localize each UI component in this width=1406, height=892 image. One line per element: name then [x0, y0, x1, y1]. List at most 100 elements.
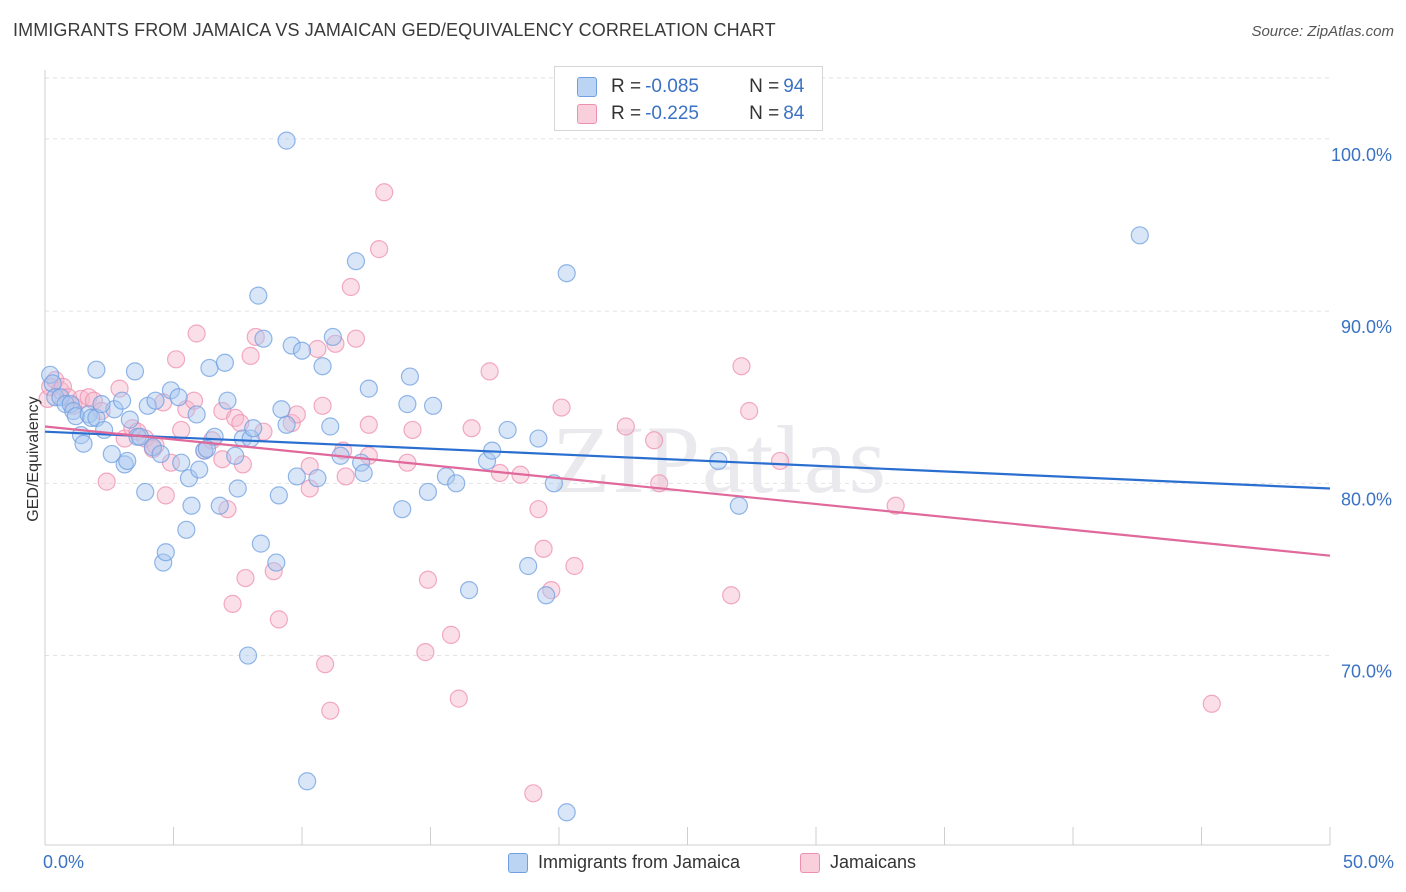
legend-row-blue: R = -0.085 N = 94: [577, 75, 804, 99]
y-tick-label: 70.0%: [1341, 662, 1392, 682]
correlation-legend: R = -0.085 N = 94 R = -0.225 N = 84: [554, 66, 823, 131]
data-point: [187, 324, 206, 343]
data-point: [272, 400, 291, 419]
data-point: [254, 329, 273, 348]
bottom-legend-blue: Immigrants from Jamaica: [508, 852, 740, 873]
data-point: [316, 655, 335, 674]
data-point: [190, 460, 209, 479]
data-point: [722, 586, 741, 605]
data-point: [557, 264, 576, 283]
data-point: [886, 496, 905, 515]
data-point: [115, 455, 134, 474]
data-point: [169, 388, 188, 407]
data-point: [125, 362, 145, 381]
data-point: [249, 286, 268, 305]
bottom-legend-pink: Jamaicans: [800, 852, 916, 873]
trend-lines: [44, 425, 1331, 557]
data-point: [1130, 226, 1149, 245]
data-point: [43, 374, 62, 393]
data-point: [346, 329, 366, 348]
data-point: [56, 395, 75, 414]
data-point: [477, 451, 497, 471]
data-point: [359, 379, 378, 398]
data-point: [498, 420, 517, 440]
data-point: [542, 581, 561, 600]
legend-swatch-blue: [577, 77, 597, 97]
data-point: [246, 327, 265, 347]
bottom-legend-swatch-pink: [800, 852, 820, 873]
data-point: [393, 500, 412, 519]
data-point: [308, 339, 327, 359]
trend-line-jamaicans: [44, 425, 1331, 557]
data-point: [182, 496, 201, 515]
data-point: [120, 410, 139, 429]
data-point: [223, 594, 242, 613]
data-point: [423, 396, 443, 415]
data-point: [313, 357, 332, 376]
data-point: [146, 391, 165, 410]
data-point: [172, 453, 191, 472]
data-point: [200, 358, 219, 378]
bottom-legend-swatch-blue: [508, 852, 528, 873]
data-point: [74, 434, 93, 453]
bottom-legend-label-blue: Immigrants from Jamaica: [538, 852, 741, 872]
data-point: [251, 534, 270, 553]
data-point: [334, 441, 353, 460]
data-point: [118, 451, 137, 471]
data-point: [269, 610, 288, 629]
data-point: [269, 486, 288, 505]
data-point: [166, 350, 186, 369]
data-point: [321, 701, 340, 720]
data-point: [82, 408, 101, 427]
data-point: [102, 444, 121, 464]
data-point: [46, 388, 65, 407]
data-point: [184, 391, 204, 410]
data-point: [416, 643, 435, 662]
data-point: [151, 444, 170, 464]
series-immigrants-from-jamaica: [41, 131, 1149, 822]
data-point: [287, 467, 306, 486]
data-point: [323, 327, 342, 347]
legend-n-label: N =: [749, 76, 780, 97]
gridlines: [45, 77, 1330, 657]
data-point: [359, 415, 378, 434]
data-point: [238, 646, 258, 665]
data-point: [418, 570, 438, 589]
data-point: [552, 398, 571, 417]
data-point: [161, 381, 181, 400]
data-point: [226, 408, 245, 427]
data-point: [282, 336, 301, 355]
legend-n-value: 94: [783, 76, 805, 97]
legend-r-label: R =: [611, 103, 642, 124]
legend-n-label: N =: [749, 103, 780, 124]
data-point: [534, 539, 553, 558]
y-tick-label: 80.0%: [1341, 489, 1392, 509]
data-point: [354, 463, 373, 483]
data-point: [537, 586, 556, 605]
data-point: [298, 772, 317, 791]
data-point: [228, 479, 247, 498]
data-point: [244, 419, 263, 438]
data-point: [644, 431, 664, 450]
trend-line-immigrants-from-jamaica: [44, 430, 1331, 490]
y-tick-label: 100.0%: [1331, 145, 1392, 165]
data-point: [197, 439, 217, 458]
data-point: [341, 277, 360, 297]
data-point: [112, 391, 132, 410]
data-point: [449, 689, 468, 708]
data-point: [729, 496, 749, 515]
source-credit: Source: ZipAtlas.com: [1251, 23, 1394, 40]
data-point: [336, 467, 355, 486]
y-tick-label: 90.0%: [1341, 317, 1392, 337]
data-point: [480, 362, 499, 381]
data-point: [1202, 694, 1221, 713]
legend-swatch-pink: [577, 104, 597, 124]
data-point: [226, 446, 245, 465]
data-point: [87, 360, 106, 379]
data-point: [277, 415, 296, 434]
data-point: [557, 803, 576, 822]
data-point: [236, 568, 255, 588]
data-point: [565, 556, 584, 576]
data-point: [218, 391, 237, 410]
